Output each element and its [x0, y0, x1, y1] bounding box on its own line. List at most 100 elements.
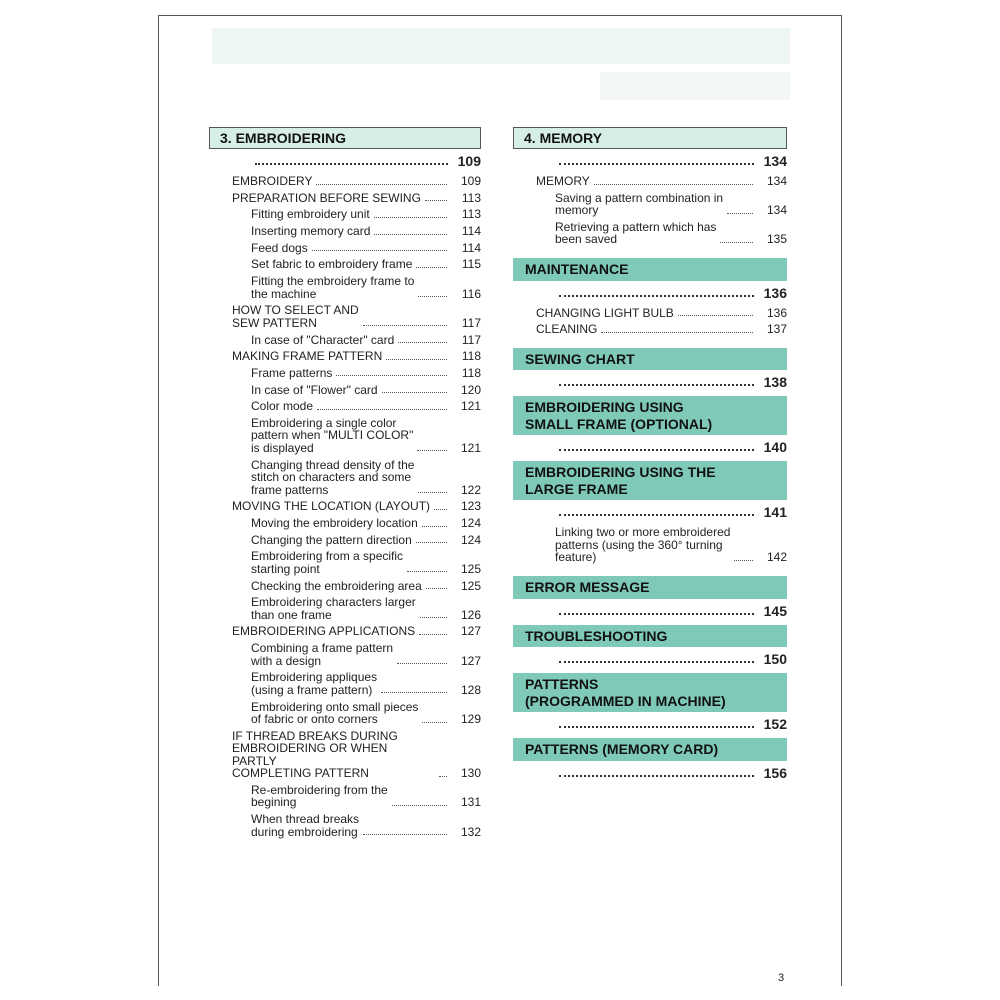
dot-leader: [381, 392, 447, 394]
section-page-leader[interactable]: 136: [559, 285, 787, 301]
dot-leader: [381, 692, 447, 694]
toc-entry[interactable]: Embroidering appliques (using a frame pa…: [251, 671, 481, 696]
toc-entry[interactable]: Checking the embroidering area 125: [251, 580, 481, 593]
toc-entry[interactable]: Embroidering a single color pattern when…: [251, 417, 481, 455]
toc-entry[interactable]: MEMORY 134: [536, 175, 787, 188]
toc-entry-page: 125: [461, 578, 482, 593]
toc-entry-page: 124: [461, 532, 482, 547]
toc-entry-page: 134: [767, 174, 788, 188]
toc-entry-title: Embroidering characters larger than one …: [251, 595, 416, 622]
toc-entry[interactable]: Color mode 121: [251, 400, 481, 413]
toc-entry[interactable]: EMBROIDERING APPLICATIONS 127: [232, 625, 481, 638]
section-page-leader[interactable]: 152: [559, 716, 787, 732]
dot-leader: [559, 384, 754, 387]
section-page-number: 150: [763, 651, 787, 668]
toc-entry-page: 121: [461, 440, 482, 455]
dot-leader: [386, 358, 447, 360]
toc-entry[interactable]: Fitting the embroidery frame to the mach…: [251, 275, 481, 300]
toc-entry[interactable]: Feed dogs 114: [251, 242, 481, 255]
toc-entry[interactable]: CHANGING LIGHT BULB 136: [536, 307, 787, 320]
toc-entry-title: Changing the pattern direction: [251, 532, 412, 547]
toc-entry-title: Re-embroidering from the begining: [251, 782, 388, 810]
dot-leader: [559, 774, 754, 777]
dot-leader: [317, 408, 447, 410]
toc-entry[interactable]: Combining a frame pattern with a design 1…: [251, 642, 481, 667]
toc-entry[interactable]: Set fabric to embroidery frame 115: [251, 258, 481, 271]
section-page-leader[interactable]: 138: [559, 374, 787, 390]
section-heading: EMBROIDERING USING SMALL FRAME (OPTIONAL…: [513, 396, 787, 436]
toc-entry[interactable]: MOVING THE LOCATION (LAYOUT) 123: [232, 500, 481, 513]
dot-leader: [398, 342, 447, 343]
toc-entry[interactable]: Retrieving a pattern which has been save…: [555, 221, 787, 246]
toc-entry-title: HOW TO SELECT AND SEW PATTERN: [232, 303, 359, 330]
section-page-leader[interactable]: 141: [559, 504, 787, 520]
toc-entry-page: 109: [461, 174, 482, 188]
toc-entry-title: Embroidering appliques (using a frame pa…: [251, 670, 378, 697]
toc-entry[interactable]: HOW TO SELECT AND SEW PATTERN 117: [232, 304, 481, 329]
toc-entry-title: CHANGING LIGHT BULB: [536, 305, 674, 320]
toc-entry[interactable]: In case of "Flower" card 120: [251, 384, 481, 397]
toc-entry[interactable]: Changing the pattern direction 124: [251, 534, 481, 547]
toc-entry[interactable]: Inserting memory card 114: [251, 225, 481, 238]
section-page-number: 152: [763, 716, 787, 733]
toc-entry-page: 113: [461, 190, 481, 205]
section-page-number: 134: [763, 153, 787, 169]
toc-entry-page: 113: [461, 207, 481, 222]
section-page-number: 141: [763, 504, 787, 521]
dot-leader: [419, 617, 447, 619]
toc-entry[interactable]: When thread breaks during embroidering 13…: [251, 813, 481, 838]
dot-leader: [407, 571, 447, 573]
section-heading: EMBROIDERING USING THE LARGE FRAME: [513, 461, 787, 501]
toc-entry-page: 125: [461, 561, 482, 576]
dot-leader: [593, 183, 753, 185]
toc-entry[interactable]: Linking two or more embroidered patterns…: [555, 526, 787, 564]
dot-leader: [559, 612, 754, 615]
section-heading: SEWING CHART: [513, 347, 787, 371]
toc-entry[interactable]: Embroidering onto small pieces of fabric…: [251, 700, 481, 726]
section-heading: PATTERNS (PROGRAMMED IN MACHINE): [513, 673, 787, 713]
page-number: 3: [778, 972, 785, 984]
toc-entry[interactable]: Embroidering from a specific starting po…: [251, 550, 481, 575]
toc-entry[interactable]: Changing thread density of the stitch on…: [251, 458, 481, 497]
toc-entry-page: 130: [461, 766, 482, 781]
toc-entry[interactable]: Embroidering characters larger than one …: [251, 596, 481, 621]
section-page-leader[interactable]: 150: [559, 651, 787, 667]
toc-entry-title: Combining a frame pattern with a design: [251, 641, 394, 668]
toc-entry-page: 117: [461, 315, 481, 330]
dot-leader: [734, 559, 753, 561]
dot-leader: [425, 588, 447, 590]
toc-right-column: 4. MEMORY 134 MEMORY 134 Saving a pattern co…: [513, 127, 787, 787]
toc-entry[interactable]: Re-embroidering from the begining 131: [251, 784, 481, 809]
section-page-leader[interactable]: 140: [559, 439, 787, 455]
section-page-leader[interactable]: 134: [559, 153, 787, 169]
dot-leader: [373, 216, 447, 218]
dot-leader: [439, 775, 447, 777]
section-page-number: 145: [763, 602, 787, 619]
toc-entry[interactable]: EMBROIDERY 109: [232, 175, 481, 188]
toc-entry[interactable]: In case of "Character" card 117: [251, 333, 481, 347]
toc-entry[interactable]: CLEANING 137: [536, 323, 787, 336]
toc-entry[interactable]: PREPARATION BEFORE SEWING 113: [232, 192, 481, 205]
toc-entry-page: 142: [767, 550, 788, 565]
toc-entry[interactable]: MAKING FRAME PATTERN 118: [232, 350, 481, 363]
toc-entry-page: 114: [461, 240, 481, 255]
toc-entry-page: 127: [461, 624, 482, 639]
toc-entry[interactable]: Frame patterns 118: [251, 367, 481, 380]
toc-entry[interactable]: Moving the embroidery location 124: [251, 517, 481, 530]
section-page-number: 136: [763, 284, 787, 301]
chapter-heading: 4. MEMORY: [513, 127, 787, 149]
section-page-leader[interactable]: 156: [559, 765, 787, 781]
dot-leader: [601, 331, 753, 333]
section-page-number: 109: [457, 153, 481, 169]
toc-entry[interactable]: Saving a pattern combination in memory 13…: [555, 191, 787, 217]
dot-leader: [418, 296, 447, 298]
toc-entry[interactable]: IF THREAD BREAKS DURING EMBROIDERING OR …: [232, 728, 482, 781]
section-page-leader[interactable]: 145: [559, 603, 787, 619]
section-page-leader[interactable]: 109: [255, 153, 481, 169]
toc-entry-title: Retrieving a pattern which has been save…: [555, 219, 717, 247]
toc-entry-page: 118: [461, 349, 481, 364]
toc-entry[interactable]: Fitting embroidery unit 113: [251, 208, 481, 221]
dot-leader: [677, 315, 753, 317]
toc-entry-title: IF THREAD BREAKS DURING EMBROIDERING OR …: [232, 728, 398, 781]
toc-entry-page: 123: [461, 499, 482, 514]
